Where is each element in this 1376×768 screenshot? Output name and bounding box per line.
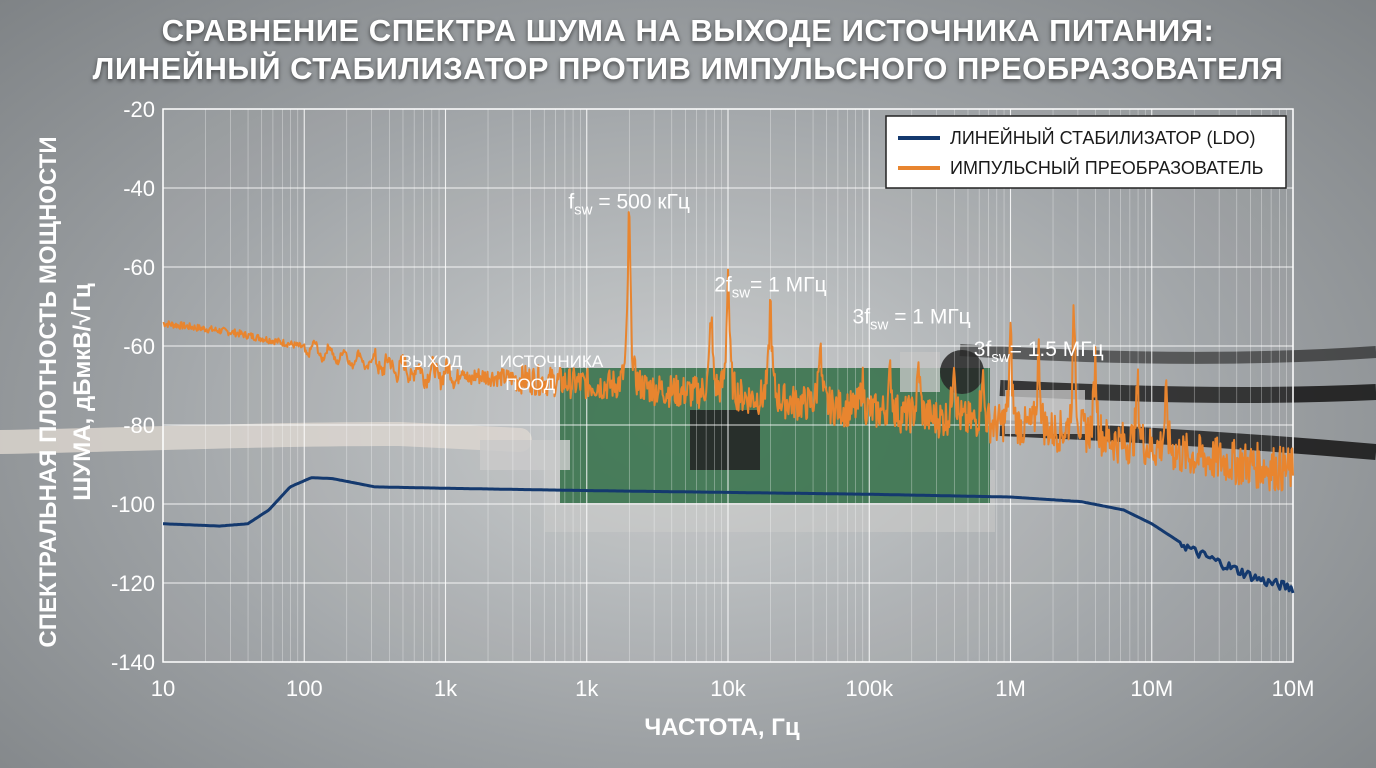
x-tick-label: 1k xyxy=(575,676,599,701)
x-tick-label: 10M xyxy=(1272,676,1315,701)
peak-annotation: fsw = 500 кГц xyxy=(568,190,690,218)
bnc-connector xyxy=(480,440,570,470)
in-plot-label: ИСТОЧНИКА xyxy=(500,352,604,371)
series-ldo-path xyxy=(163,476,1295,594)
y-tick-label: -60 xyxy=(123,334,155,359)
peak-annotation: 3fsw= 1.5 МГц xyxy=(974,338,1104,366)
board-capacitor xyxy=(940,350,984,394)
annotations: fsw = 500 кГц 2fsw= 1 МГц 3fsw = 1 МГц3fsw… xyxy=(568,190,1103,365)
x-axis-label: ЧАСТОТА, Гц xyxy=(644,714,799,741)
grey-cable xyxy=(0,421,532,454)
y-tick-label: -20 xyxy=(123,97,155,122)
y-tick-label: -60 xyxy=(123,255,155,280)
y-axis-ticks: -20 -40 -60 -60 -80 -100 -120 -140 xyxy=(111,97,155,675)
x-tick-label: 1M xyxy=(995,676,1026,701)
y-tick-label: -80 xyxy=(123,413,155,438)
x-tick-label: 100k xyxy=(845,676,894,701)
y-tick-label: -120 xyxy=(111,571,155,596)
series-ldo-line xyxy=(163,476,1295,594)
grid-lines xyxy=(162,108,1294,663)
legend-label-ldo: ЛИНЕЙНЫЙ СТАБИЛИЗАТОР (LDO) xyxy=(950,127,1256,148)
background-photo xyxy=(0,344,1376,532)
legend-label-switcher: ИМПУЛЬСНЫЙ ПРЕОБРАЗОВАТЕЛЬ xyxy=(950,157,1263,178)
x-tick-label: 1k xyxy=(434,676,458,701)
chart-title: СРАВНЕНИЕ СПЕКТРА ШУМА НА ВЫХОДЕ ИСТОЧНИ… xyxy=(0,12,1376,88)
legend: ЛИНЕЙНЫЙ СТАБИЛИЗАТОР (LDO) ИМПУЛЬСНЫЙ П… xyxy=(885,115,1287,189)
y-tick-label: -140 xyxy=(111,650,155,675)
chart-title-line-2: ЛИНЕЙНЫЙ СТАБИЛИЗАТОР ПРОТИВ ИМПУЛЬСНОГО… xyxy=(92,51,1284,86)
y-axis-label-line-1: СПЕКТРАЛЬНАЯ ПЛОТНОСТЬ МОЩНОСТИ xyxy=(35,136,62,647)
in-plot-label: ПООД xyxy=(505,375,555,394)
series-switcher-line xyxy=(162,211,1294,492)
x-tick-label: 10k xyxy=(710,676,746,701)
x-axis-ticks: 10 100 1k 1k 10k 100k 1M 10M 10M xyxy=(151,676,1315,701)
y-tick-label: -100 xyxy=(111,492,155,517)
series-switcher-path xyxy=(162,211,1294,492)
chart-title-line-1: СРАВНЕНИЕ СПЕКТРА ШУМА НА ВЫХОДЕ ИСТОЧНИ… xyxy=(161,13,1215,48)
y-axis-label-line-2: ШУМА, дБмкВ/√Гц xyxy=(69,283,96,501)
peak-annotation: 2fsw= 1 МГц xyxy=(714,273,826,301)
x-tick-label: 10M xyxy=(1130,676,1173,701)
legend-box xyxy=(885,115,1287,189)
x-tick-label: 100 xyxy=(286,676,323,701)
black-cable-top xyxy=(959,344,1376,364)
peak-annotation: 3fsw = 1 МГц xyxy=(853,306,971,334)
in-plot-label: ВЫХОД xyxy=(401,352,463,371)
in-plot-labels: ВЫХОД ИСТОЧНИКА ПООД xyxy=(401,352,604,394)
x-tick-label: 10 xyxy=(151,676,175,701)
y-tick-label: -40 xyxy=(123,176,155,201)
board-component-1 xyxy=(690,410,760,470)
